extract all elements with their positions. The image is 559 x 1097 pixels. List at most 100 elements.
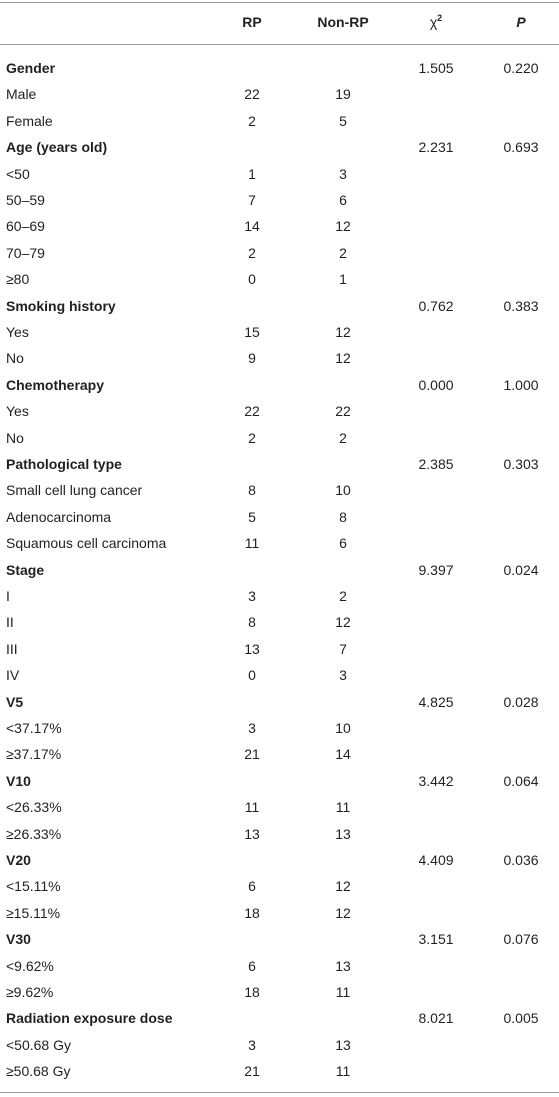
p-value: 0.064 xyxy=(503,772,539,789)
p-value: 0.005 xyxy=(503,1010,539,1027)
group-name: V20 xyxy=(6,852,31,868)
rp-count: 13 xyxy=(244,825,260,842)
non-rp-count: 8 xyxy=(339,508,347,525)
rp-count: 3 xyxy=(248,1036,256,1053)
non-rp-count: 1 xyxy=(339,271,347,288)
rp-count: 0 xyxy=(248,271,256,288)
header-non-rp: Non-RP xyxy=(317,14,369,30)
chi2-value: 2.385 xyxy=(418,456,454,472)
rp-count: 5 xyxy=(248,508,256,525)
non-rp-count: 2 xyxy=(339,244,347,261)
row-label: Male xyxy=(6,86,37,103)
p-value: 0.024 xyxy=(503,561,539,578)
row-label: ≥15.11% xyxy=(6,904,61,921)
header-p: P xyxy=(516,14,526,30)
group-name: Pathological type xyxy=(6,456,122,472)
rp-count: 21 xyxy=(244,746,260,763)
non-rp-count: 11 xyxy=(335,984,351,1000)
chi2-value: 1.505 xyxy=(418,60,454,76)
row-label: <50 xyxy=(6,165,30,182)
non-rp-count: 13 xyxy=(335,957,351,974)
group-name: Gender xyxy=(6,60,56,76)
chi2-value: 0.000 xyxy=(418,376,454,393)
rp-count: 3 xyxy=(248,720,256,736)
non-rp-count: 11 xyxy=(335,1063,351,1080)
chi2-value: 3.151 xyxy=(418,931,454,948)
group-name: Age (years old) xyxy=(6,139,108,156)
rp-count: 14 xyxy=(244,218,260,235)
row-label: <50.68 Gy xyxy=(6,1036,71,1053)
row-label: Yes xyxy=(6,324,29,340)
row-label: ≥26.33% xyxy=(6,825,62,842)
non-rp-count: 5 xyxy=(339,112,347,129)
rp-count: 15 xyxy=(244,324,260,340)
row-label: No xyxy=(6,350,24,367)
rp-count: 2 xyxy=(248,244,256,261)
rp-count: 13 xyxy=(244,640,260,657)
non-rp-count: 3 xyxy=(339,165,347,182)
rp-count: 11 xyxy=(244,535,260,552)
non-rp-count: 19 xyxy=(335,86,351,103)
p-value: 0.383 xyxy=(503,297,539,314)
group-name: Chemotherapy xyxy=(6,376,105,393)
row-label: Female xyxy=(6,112,53,129)
group-name: Stage xyxy=(6,561,45,578)
p-value: 0.303 xyxy=(503,456,539,472)
chi2-value: 9.397 xyxy=(418,561,454,578)
p-value: 0.028 xyxy=(503,693,539,710)
row-label: III xyxy=(6,640,18,657)
rp-count: 2 xyxy=(248,429,256,446)
non-rp-count: 22 xyxy=(335,403,351,420)
chi-superscript: 2 xyxy=(437,13,443,23)
row-label: <15.11% xyxy=(6,878,61,895)
row-label: 70–79 xyxy=(6,244,45,261)
row-label: Squamous cell carcinoma xyxy=(6,535,167,552)
group-name: V10 xyxy=(6,772,31,789)
row-label: ≥80 xyxy=(6,271,30,288)
non-rp-count: 10 xyxy=(335,482,351,499)
chi2-value: 0.762 xyxy=(418,297,454,314)
group-name: Smoking history xyxy=(6,297,116,314)
non-rp-count: 13 xyxy=(335,1036,351,1053)
row-label: I xyxy=(6,588,10,604)
rp-count: 11 xyxy=(244,799,260,816)
header-chi2: χ2 xyxy=(430,9,442,35)
row-label: ≥37.17% xyxy=(6,746,62,763)
rp-count: 6 xyxy=(248,957,256,974)
row-label: ≥50.68 Gy xyxy=(6,1063,71,1080)
rp-count: 21 xyxy=(244,1063,260,1080)
rp-count: 22 xyxy=(244,86,260,103)
rp-count: 1 xyxy=(248,165,256,182)
non-rp-count: 6 xyxy=(339,192,347,208)
chi2-value: 4.409 xyxy=(418,852,454,868)
row-label: 50–59 xyxy=(6,192,45,208)
chi2-value: 2.231 xyxy=(418,139,454,156)
p-value: 0.076 xyxy=(503,931,539,948)
chi2-value: 4.825 xyxy=(418,693,454,710)
non-rp-count: 2 xyxy=(339,588,347,604)
group-name: Radiation exposure dose xyxy=(6,1010,173,1027)
non-rp-count: 12 xyxy=(335,614,351,631)
row-label: 60–69 xyxy=(6,218,45,235)
rp-count: 0 xyxy=(248,667,256,684)
non-rp-count: 14 xyxy=(335,746,351,763)
non-rp-count: 13 xyxy=(335,825,351,842)
row-label: Adenocarcinoma xyxy=(6,508,112,525)
row-label: <26.33% xyxy=(6,799,62,816)
non-rp-count: 2 xyxy=(339,429,347,446)
non-rp-count: 3 xyxy=(339,667,347,684)
p-value: 1.000 xyxy=(503,376,539,393)
rp-count: 18 xyxy=(244,984,260,1000)
chi2-value: 3.442 xyxy=(418,772,454,789)
rp-count: 8 xyxy=(248,482,256,499)
non-rp-count: 12 xyxy=(335,878,351,895)
non-rp-count: 6 xyxy=(339,535,347,552)
group-name: V5 xyxy=(6,693,24,710)
rp-count: 18 xyxy=(244,904,260,921)
rp-count: 2 xyxy=(248,112,256,129)
non-rp-count: 11 xyxy=(335,799,351,816)
non-rp-count: 12 xyxy=(335,324,351,340)
row-label: No xyxy=(6,429,24,446)
bottom-rule xyxy=(0,1092,559,1093)
